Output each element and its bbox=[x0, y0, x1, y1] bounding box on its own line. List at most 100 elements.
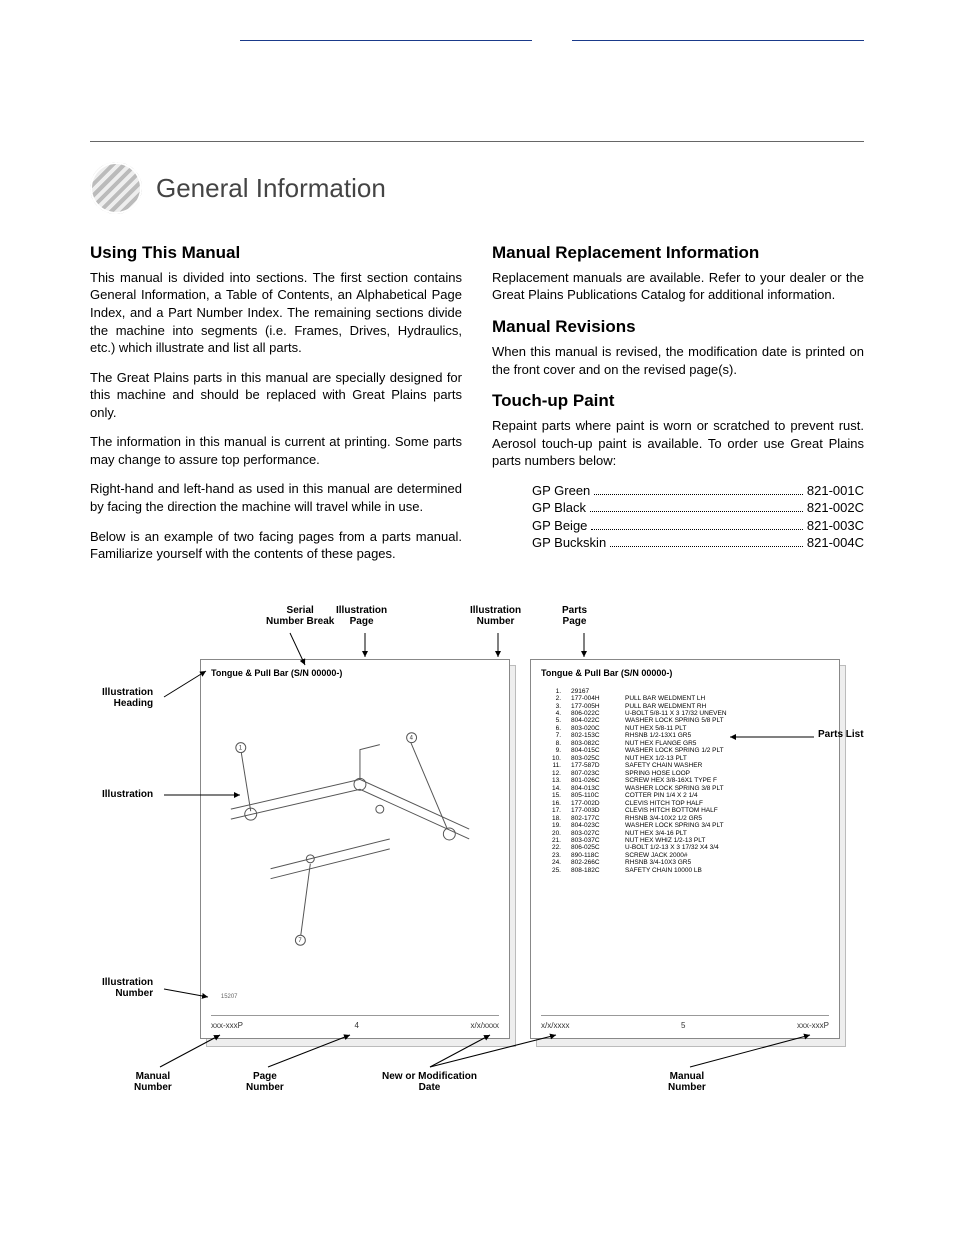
parts-list-row: 7.802-153CRHSNB 1/2-13X1 GR5 bbox=[547, 732, 727, 739]
right-column: Manual Replacement Information Replaceme… bbox=[492, 242, 864, 575]
parts-row-num: 8. bbox=[547, 740, 561, 747]
parts-row-partnum: 802-266C bbox=[571, 859, 615, 866]
parts-list-row: 9.804-015CWASHER LOCK SPRING 1/2 PLT bbox=[547, 747, 727, 754]
parts-row-partnum: 803-020C bbox=[571, 725, 615, 732]
parts-row-partnum: 804-022C bbox=[571, 717, 615, 724]
parts-list-row: 10. 803-025C NUT HEX 1/2-13 PLT bbox=[547, 755, 727, 762]
callout-parts-page: PartsPage bbox=[562, 605, 587, 627]
footer-date: x/x/xxxx bbox=[541, 1021, 569, 1030]
sample-page-left: Tongue & Pull Bar (S/N 00000-) bbox=[200, 659, 510, 1039]
parts-row-num: 19. bbox=[547, 822, 561, 829]
parts-row-partnum: 807-023C bbox=[571, 770, 615, 777]
parts-row-desc: SCREW HEX 3/8-16X1 TYPE F bbox=[625, 777, 717, 784]
parts-row-partnum: 177-005H bbox=[571, 703, 615, 710]
svg-text:15207: 15207 bbox=[221, 993, 238, 999]
paint-heading: Touch-up Paint bbox=[492, 390, 864, 413]
paint-num: 821-001C bbox=[807, 482, 864, 500]
parts-row-desc: NUT HEX WHIZ 1/2-13 PLT bbox=[625, 837, 705, 844]
parts-list-row: 2.177-004HPULL BAR WELDMENT LH bbox=[547, 695, 727, 702]
parts-row-num: 18. bbox=[547, 815, 561, 822]
parts-row-partnum: 806-022C bbox=[571, 710, 615, 717]
paint-row: GP Black 821-002C bbox=[532, 499, 864, 517]
illustration-drawing: 1 4 7 15207 bbox=[211, 690, 499, 1008]
parts-row-desc: NUT HEX FLANGE GR5 bbox=[625, 740, 696, 747]
callout-manual-num-r: ManualNumber bbox=[668, 1071, 706, 1093]
dot-leader bbox=[594, 494, 803, 495]
dot-leader bbox=[590, 511, 803, 512]
parts-row-num: 14. bbox=[547, 785, 561, 792]
footer-page-number: 5 bbox=[681, 1021, 685, 1030]
parts-row-partnum: 804-013C bbox=[571, 785, 615, 792]
parts-row-partnum: 803-025C bbox=[571, 755, 615, 762]
parts-row-num: 25. bbox=[547, 867, 561, 874]
parts-row-desc: SAFETY CHAIN WASHER bbox=[625, 762, 702, 769]
parts-row-num: 5. bbox=[547, 717, 561, 724]
dot-leader bbox=[610, 546, 803, 547]
parts-list-row: 21.803-037CNUT HEX WHIZ 1/2-13 PLT bbox=[547, 837, 727, 844]
parts-row-partnum: 29167 bbox=[571, 688, 615, 695]
parts-row-num: 21. bbox=[547, 837, 561, 844]
parts-row-num: 7. bbox=[547, 732, 561, 739]
footer-page-number: 4 bbox=[355, 1021, 359, 1030]
parts-list-row: 6.803-020CNUT HEX 5/8-11 PLT bbox=[547, 725, 727, 732]
parts-row-desc: CLEVIS HITCH BOTTOM HALF bbox=[625, 807, 718, 814]
parts-row-partnum: 890-118C bbox=[571, 852, 615, 859]
parts-row-partnum: 177-587D bbox=[571, 762, 615, 769]
paint-list: GP Green 821-001C GP Black 821-002C GP B… bbox=[532, 482, 864, 552]
callout-illus-page: IllustrationPage bbox=[336, 605, 387, 627]
paint-name: GP Buckskin bbox=[532, 534, 606, 552]
paint-name: GP Green bbox=[532, 482, 590, 500]
parts-list-row: 14.804-013CWASHER LOCK SPRING 3/8 PLT bbox=[547, 785, 727, 792]
parts-list-row: 25.808-182CSAFETY CHAIN 10000 LB bbox=[547, 867, 727, 874]
callout-illustration: Illustration bbox=[102, 789, 153, 800]
paint-name: GP Beige bbox=[532, 517, 587, 535]
parts-row-partnum: 177-003D bbox=[571, 807, 615, 814]
parts-row-desc: NUT HEX 1/2-13 PLT bbox=[625, 755, 687, 762]
callout-manual-num-l: ManualNumber bbox=[134, 1071, 172, 1093]
paint-num: 821-002C bbox=[807, 499, 864, 517]
callout-mod-date: New or ModificationDate bbox=[382, 1071, 477, 1093]
parts-row-num: 10. bbox=[547, 755, 561, 762]
logo-icon bbox=[90, 162, 142, 214]
parts-row-partnum: 803-027C bbox=[571, 830, 615, 837]
using-p2: The Great Plains parts in this manual ar… bbox=[90, 369, 462, 422]
using-heading: Using This Manual bbox=[90, 242, 462, 265]
paint-name: GP Black bbox=[532, 499, 586, 517]
parts-list-row: 18. 802-177C RHSNB 3/4-10X2 1/2 GR5 bbox=[547, 815, 727, 822]
parts-row-num: 24. bbox=[547, 859, 561, 866]
rule bbox=[572, 40, 864, 41]
parts-row-num: 22. bbox=[547, 844, 561, 851]
parts-row-num: 6. bbox=[547, 725, 561, 732]
parts-row-partnum: 802-177C bbox=[571, 815, 615, 822]
callout-illus-num-l: IllustrationNumber bbox=[102, 977, 153, 999]
parts-row-num: 20. bbox=[547, 830, 561, 837]
parts-list-row: 22.806-025CU-BOLT 1/2-13 X 3 17/32 X4 3/… bbox=[547, 844, 727, 851]
sample-page-footer: x/x/xxxx 5 xxx-xxxP bbox=[541, 1021, 829, 1030]
parts-list-row: 16.177-002DCLEVIS HITCH TOP HALF bbox=[547, 800, 727, 807]
parts-row-num: 16. bbox=[547, 800, 561, 807]
parts-list-row: 17. 177-003D CLEVIS HITCH BOTTOM HALF bbox=[547, 807, 727, 814]
parts-list-row: 15.805-110CCOTTER PIN 1/4 X 2 1/4 bbox=[547, 792, 727, 799]
using-p3: The information in this manual is curren… bbox=[90, 433, 462, 468]
parts-row-num: 23. bbox=[547, 852, 561, 859]
parts-row-num: 11. bbox=[547, 762, 561, 769]
using-p1: This manual is divided into sections. Th… bbox=[90, 269, 462, 357]
footer-manual-number: xxx-xxxP bbox=[211, 1021, 243, 1030]
parts-row-desc: RHSNB 3/4-10X3 GR5 bbox=[625, 859, 691, 866]
page-title: General Information bbox=[156, 173, 386, 204]
left-column: Using This Manual This manual is divided… bbox=[90, 242, 462, 575]
parts-list-table: 1.291672.177-004HPULL BAR WELDMENT LH3.1… bbox=[547, 688, 727, 875]
parts-row-desc: NUT HEX 3/4-16 PLT bbox=[625, 830, 687, 837]
paint-p: Repaint parts where paint is worn or scr… bbox=[492, 417, 864, 470]
parts-row-num: 13. bbox=[547, 777, 561, 784]
parts-list-row: 23.890-118CSCREW JACK 2000# bbox=[547, 852, 727, 859]
sample-page-heading: Tongue & Pull Bar (S/N 00000-) bbox=[541, 668, 672, 678]
parts-row-desc: RHSNB 1/2-13X1 GR5 bbox=[625, 732, 691, 739]
parts-row-num: 17. bbox=[547, 807, 561, 814]
paint-row: GP Green 821-001C bbox=[532, 482, 864, 500]
parts-row-desc: RHSNB 3/4-10X2 1/2 GR5 bbox=[625, 815, 702, 822]
callout-serial: SerialNumber Break bbox=[266, 605, 334, 627]
parts-list-row: 24. 802-266C RHSNB 3/4-10X3 GR5 bbox=[547, 859, 727, 866]
parts-row-desc: CLEVIS HITCH TOP HALF bbox=[625, 800, 703, 807]
parts-row-partnum: 804-023C bbox=[571, 822, 615, 829]
